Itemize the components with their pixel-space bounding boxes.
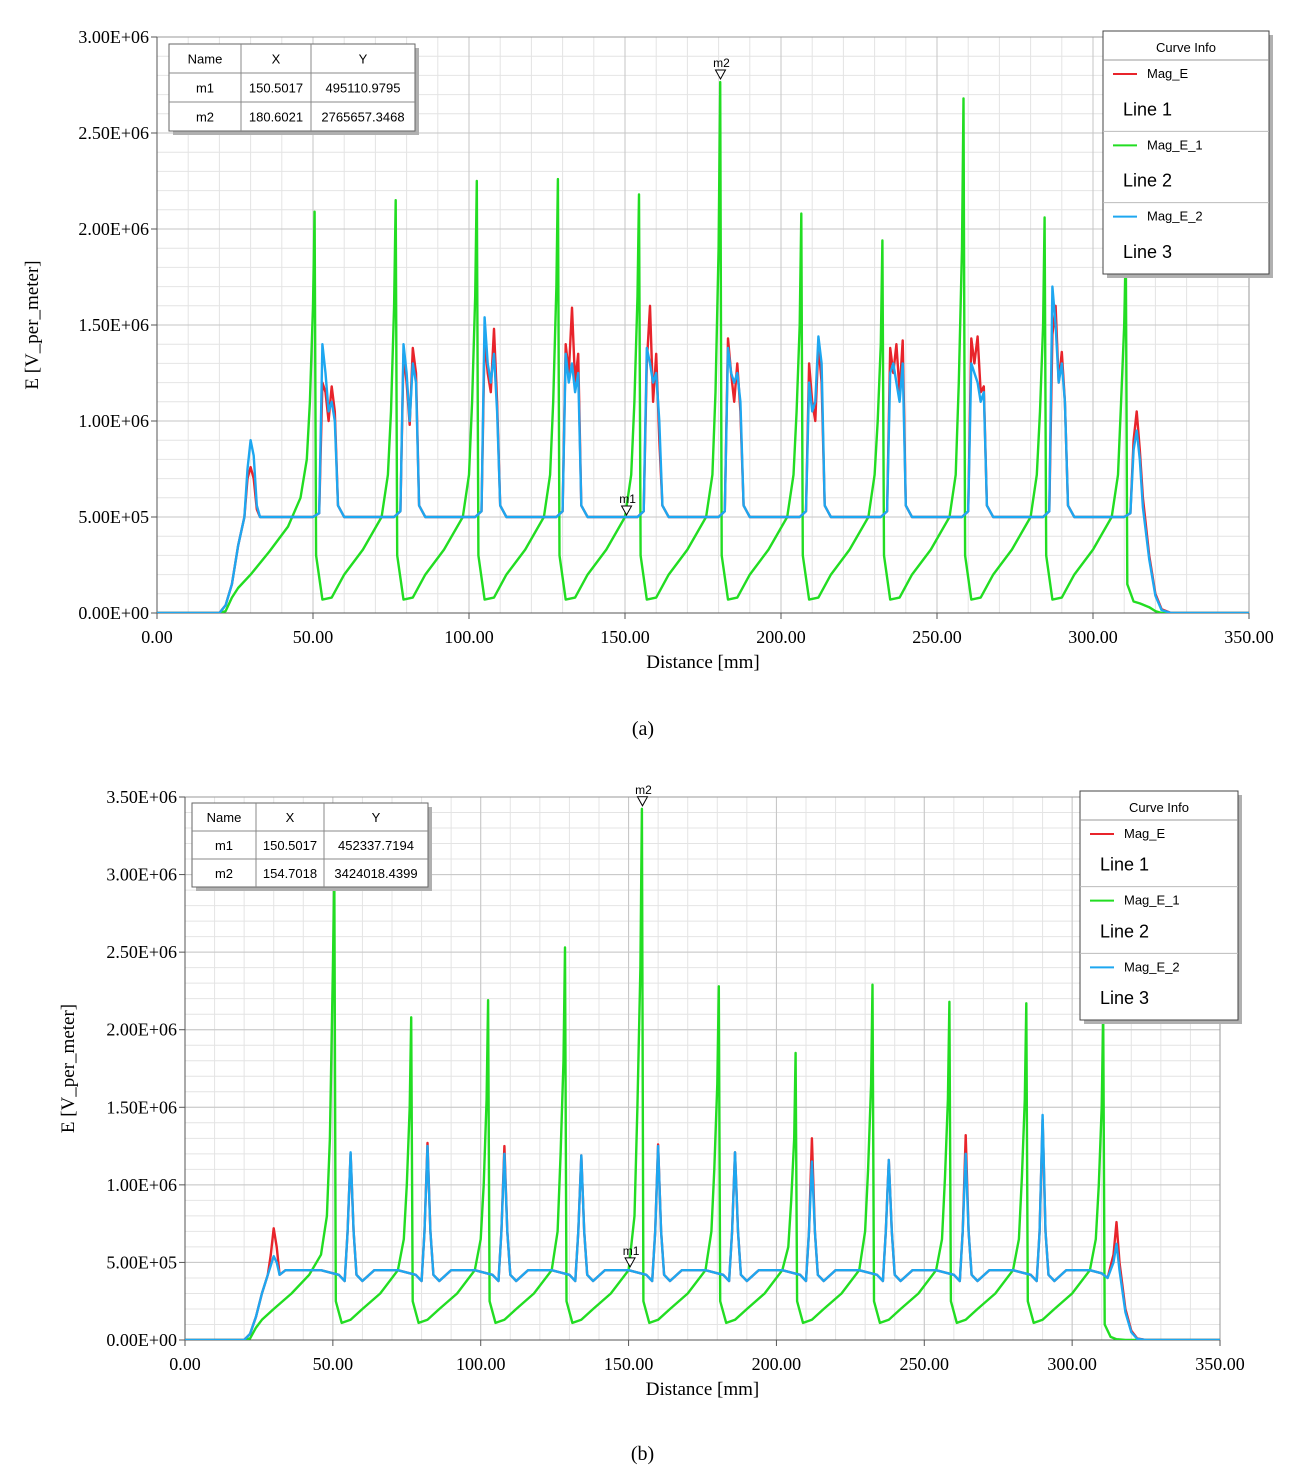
x-tick-label: 250.00 [912, 627, 962, 647]
series-line-mag-e-1 [185, 807, 1220, 1340]
x-tick-label: 250.00 [900, 1354, 950, 1374]
legend-entry-note: Line 3 [1100, 988, 1149, 1008]
legend-entry-name: Mag_E_1 [1147, 137, 1203, 152]
series-line-mag-e-1 [157, 80, 1249, 613]
y-tick-label: 5.00E+05 [106, 1252, 177, 1272]
x-tick-label: 300.00 [1068, 627, 1118, 647]
marker-table-header: Name [207, 810, 242, 825]
x-tick-label: 100.00 [444, 627, 494, 647]
y-tick-label: 1.50E+06 [106, 1097, 177, 1117]
marker-table-cell: 452337.7194 [338, 838, 414, 853]
marker-table-header: X [286, 810, 295, 825]
legend-box [1079, 790, 1239, 1021]
marker-table-cell: 150.5017 [249, 81, 303, 96]
legend-entry-note: Line 2 [1100, 921, 1149, 941]
y-axis-label: E [V_per_meter] [22, 260, 43, 389]
legend-entry-note: Line 1 [1123, 99, 1172, 119]
marker-table [168, 43, 416, 132]
marker-table-cell: m2 [196, 110, 214, 125]
marker-table-cell: 2765657.3468 [321, 110, 404, 125]
y-tick-label: 3.50E+06 [106, 787, 177, 807]
x-tick-label: 150.00 [600, 627, 650, 647]
marker-m2-label: m2 [713, 56, 730, 70]
y-tick-label: 5.00E+05 [78, 507, 149, 527]
legend-entry-name: Mag_E [1124, 826, 1166, 841]
chart-panel-b: 0.00 50.00 100.00 150.00 200.00 250.00 300.00 3… [58, 783, 1245, 1465]
x-tick-label: 50.00 [313, 1354, 354, 1374]
chart-panel-a: 0.00 50.00 100.00 150.00 200.00 250.00 300.00 3… [22, 27, 1274, 740]
x-tick-label: 350.00 [1224, 627, 1274, 647]
marker-table-cell: m2 [215, 866, 233, 881]
y-tick-label: 1.50E+06 [78, 315, 149, 335]
marker-m1-label: m1 [619, 492, 636, 506]
marker-table-cell: m1 [196, 81, 214, 96]
marker-table-header: Y [372, 810, 381, 825]
y-tick-label: 2.50E+06 [106, 942, 177, 962]
marker-table-header: Name [188, 52, 223, 67]
marker-m1-triangle [620, 505, 633, 516]
y-axis-label: E [V_per_meter] [58, 1004, 79, 1133]
marker-table-header: Y [359, 52, 368, 67]
x-axis-label: Distance [mm] [646, 652, 759, 673]
panel-label: (b) [631, 1443, 654, 1465]
marker-m2-label: m2 [635, 783, 652, 797]
marker-table-cell: 150.5017 [263, 838, 317, 853]
x-tick-label: 0.00 [141, 627, 173, 647]
legend-entry-note: Line 2 [1123, 171, 1172, 191]
y-tick-label: 2.00E+06 [106, 1020, 177, 1040]
marker-m1-label: m1 [623, 1244, 640, 1258]
x-tick-label: 200.00 [752, 1354, 802, 1374]
y-tick-label: 1.00E+06 [106, 1175, 177, 1195]
legend-entry-name: Mag_E [1147, 66, 1189, 81]
series-line-mag-e-2 [157, 285, 1249, 613]
marker-table-cell: 3424018.4399 [334, 866, 417, 881]
legend-entry-name: Mag_E_2 [1124, 959, 1180, 974]
x-tick-label: 350.00 [1195, 1354, 1245, 1374]
x-tick-label: 100.00 [456, 1354, 506, 1374]
x-tick-label: 200.00 [756, 627, 806, 647]
marker-table [191, 802, 429, 888]
y-tick-label: 3.00E+06 [106, 865, 177, 885]
x-tick-label: 150.00 [604, 1354, 654, 1374]
marker-m2-triangle [714, 69, 727, 81]
legend-entry-name: Mag_E_1 [1124, 893, 1180, 908]
y-tick-label: 3.00E+06 [78, 27, 149, 47]
marker-table-cell: m1 [215, 838, 233, 853]
marker-table-cell: 495110.9795 [326, 81, 401, 96]
x-tick-label: 0.00 [169, 1354, 201, 1374]
series-line-mag-e-2 [185, 1113, 1220, 1340]
y-tick-label: 2.00E+06 [78, 219, 149, 239]
x-axis-label: Distance [mm] [646, 1379, 759, 1400]
marker-table-cell: 180.6021 [249, 110, 303, 125]
marker-table-cell: 154.7018 [263, 866, 317, 881]
marker-m2-triangle [636, 796, 649, 807]
y-tick-label: 0.00E+00 [78, 603, 149, 623]
legend-box [1102, 30, 1270, 275]
legend-entry-note: Line 3 [1123, 242, 1172, 262]
x-tick-label: 50.00 [293, 627, 334, 647]
legend-title: Curve Info [1129, 800, 1189, 815]
y-tick-label: 1.00E+06 [78, 411, 149, 431]
marker-m1-triangle [624, 1257, 636, 1268]
x-tick-label: 300.00 [1047, 1354, 1097, 1374]
marker-table-header: X [272, 52, 281, 67]
legend-entry-note: Line 1 [1100, 855, 1149, 875]
panel-label: (a) [632, 718, 654, 740]
legend-title: Curve Info [1156, 40, 1216, 55]
y-tick-label: 0.00E+00 [106, 1330, 177, 1350]
y-tick-label: 2.50E+06 [78, 123, 149, 143]
legend-entry-name: Mag_E_2 [1147, 209, 1203, 224]
